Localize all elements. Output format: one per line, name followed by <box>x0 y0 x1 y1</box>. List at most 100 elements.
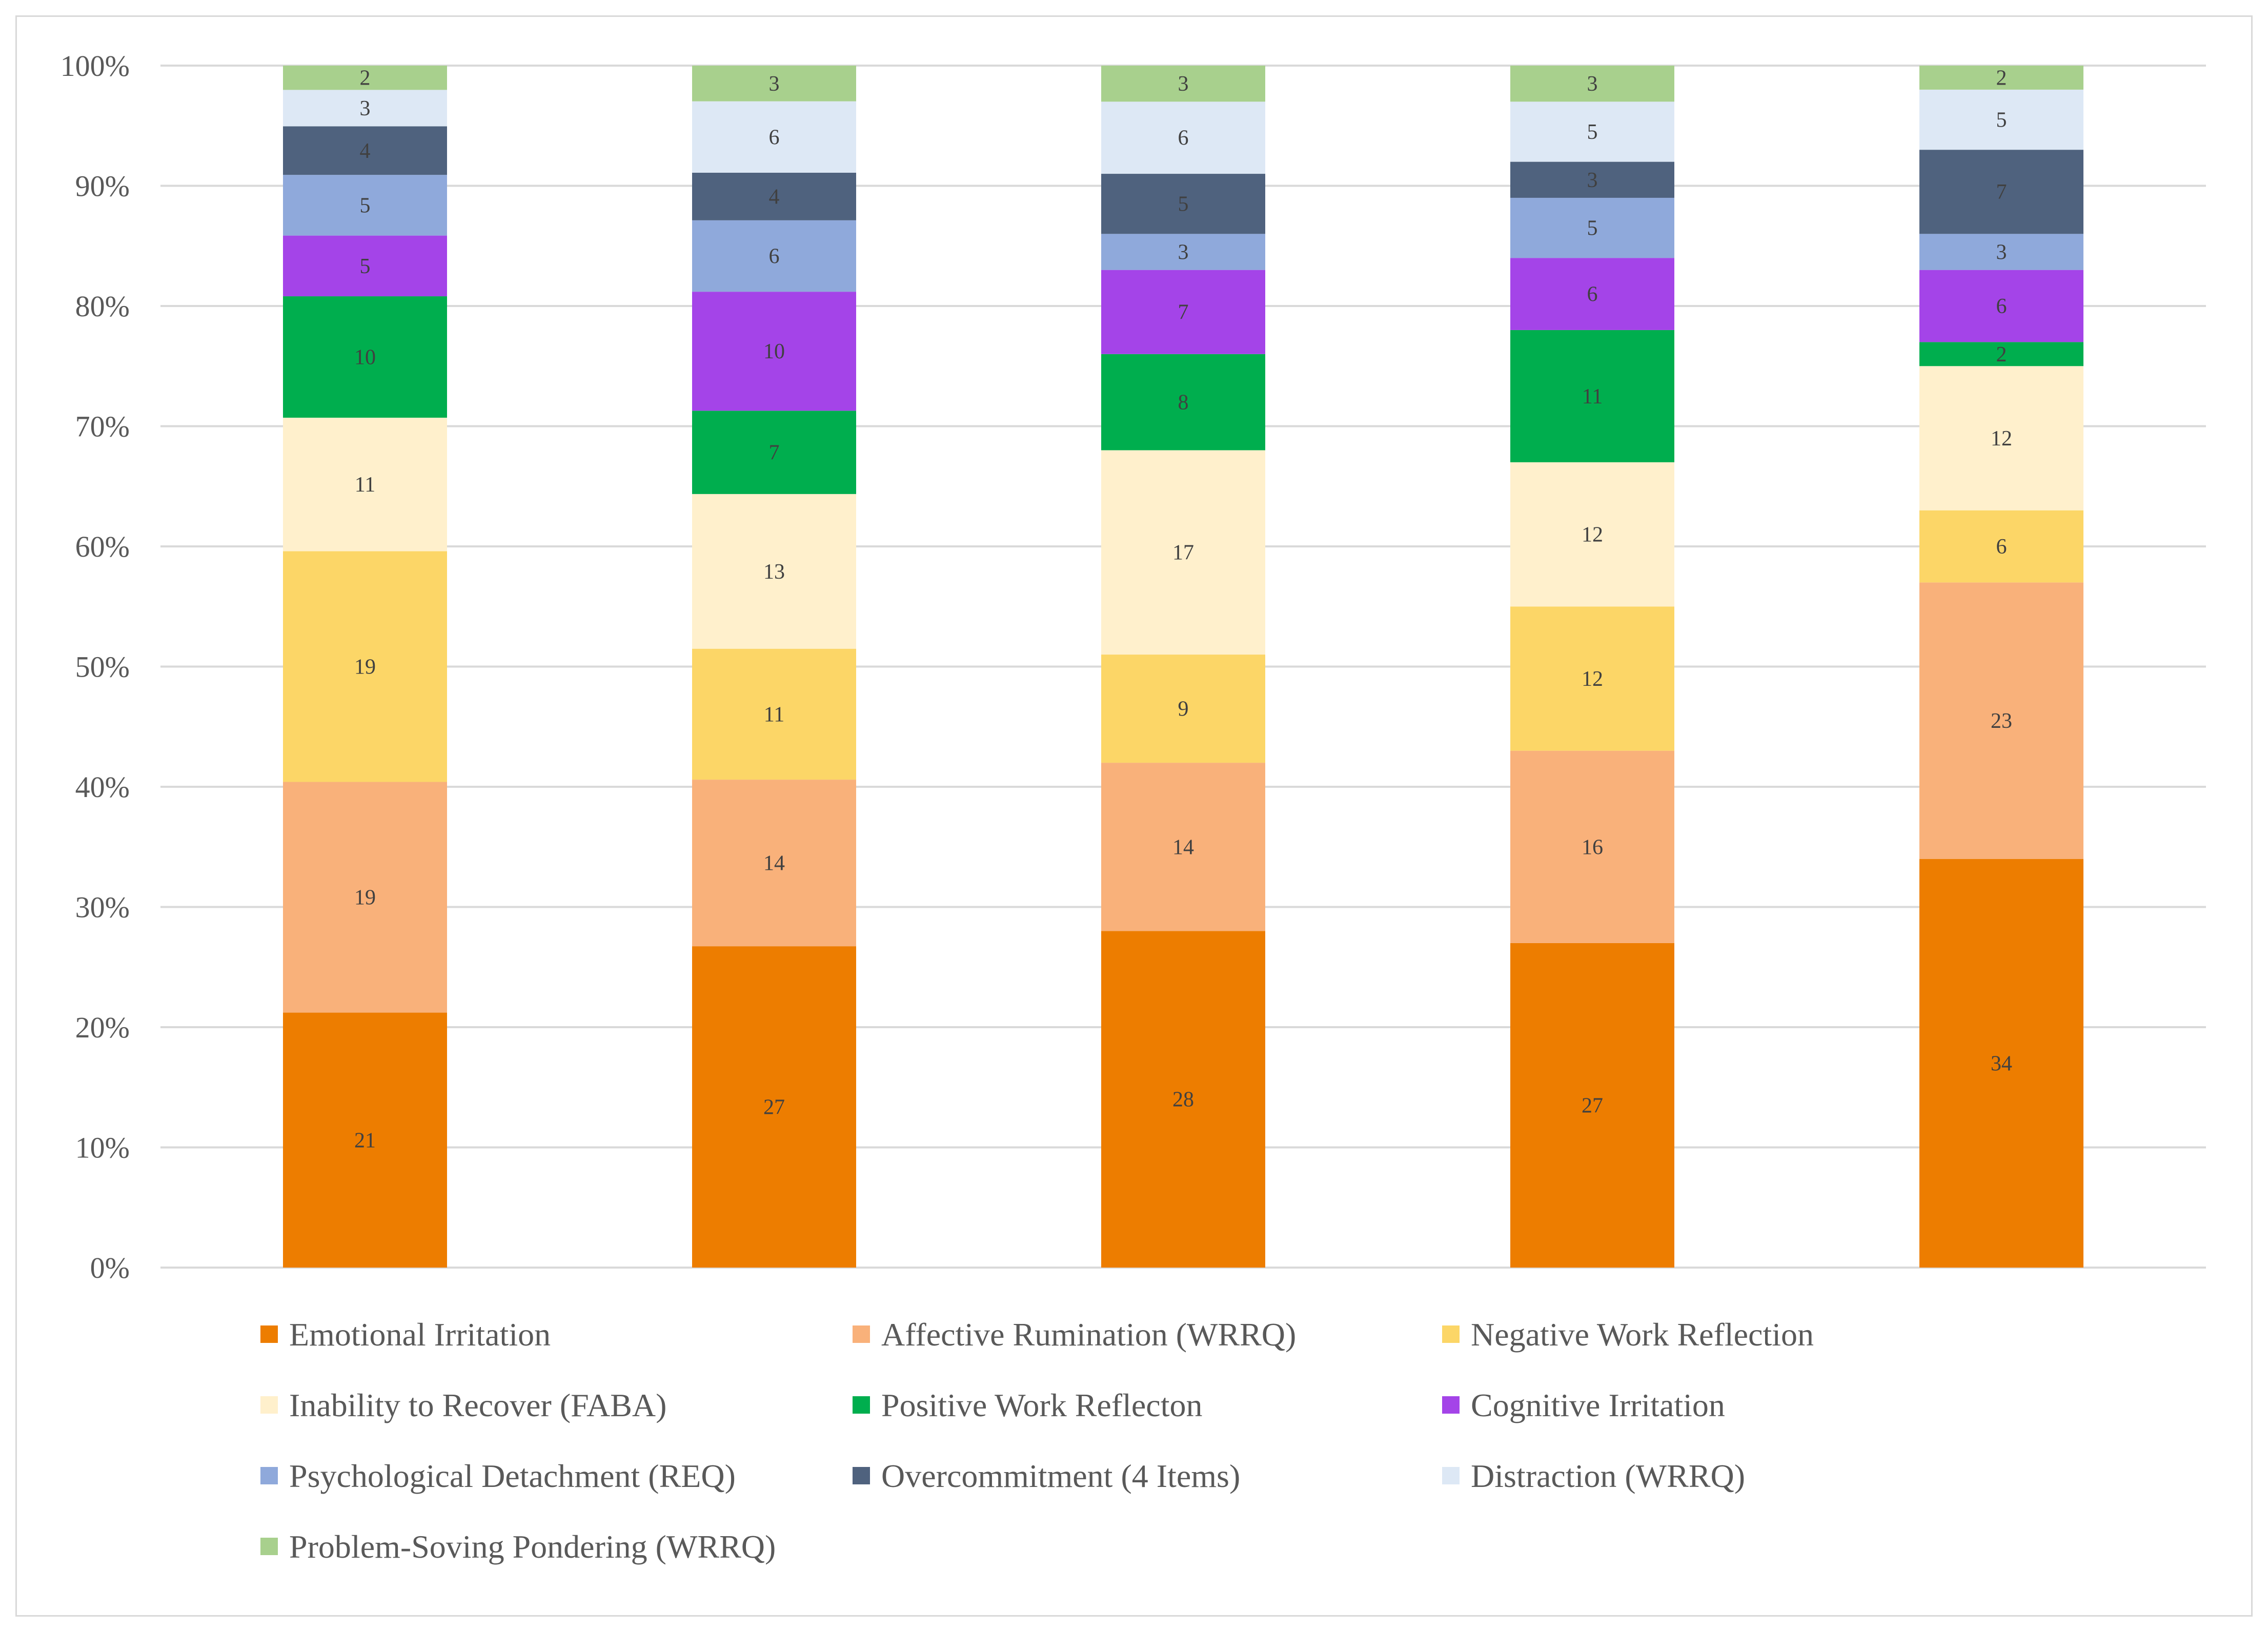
data-label: 14 <box>763 852 785 875</box>
data-labels: 2119191110554322714111371064632814917873… <box>354 66 2012 1152</box>
data-label: 5 <box>1996 109 2007 132</box>
legend-item: Positive Work Reflecton <box>853 1387 1202 1423</box>
data-label: 8 <box>1178 391 1189 415</box>
legend-item: Overcommitment (4 Items) <box>853 1458 1240 1494</box>
legend-swatch <box>853 1325 870 1343</box>
legend-label: Problem-Soving Pondering (WRRQ) <box>289 1528 776 1565</box>
bar-segment <box>692 172 856 220</box>
bar-segment <box>283 90 447 127</box>
bar-segment <box>1919 66 2083 90</box>
data-label: 6 <box>1587 283 1598 307</box>
bar-segment <box>1919 150 2083 234</box>
data-label: 28 <box>1172 1088 1194 1112</box>
data-label: 7 <box>1178 301 1189 324</box>
bar-segment <box>1510 258 1674 330</box>
legend: Emotional Irritation Affective Rumination… <box>260 1316 1814 1565</box>
legend-label: Affective Rumination (WRRQ) <box>881 1316 1296 1353</box>
bar-segment <box>1510 197 1674 258</box>
y-tick-label: 50% <box>75 650 130 684</box>
bar-segment <box>1101 655 1265 763</box>
data-label: 3 <box>1178 72 1189 96</box>
bar-segment <box>692 411 856 494</box>
data-label: 3 <box>1587 72 1598 96</box>
data-label: 11 <box>764 703 784 726</box>
legend-item: Emotional Irritation <box>260 1316 551 1353</box>
data-label: 7 <box>1996 180 2007 204</box>
legend-label: Negative Work Reflection <box>1471 1316 1814 1353</box>
data-label: 3 <box>1178 240 1189 264</box>
data-label: 6 <box>1996 535 2007 559</box>
bar-segment <box>1101 174 1265 234</box>
data-label: 2 <box>360 67 371 90</box>
data-label: 6 <box>769 126 780 149</box>
bar-segment <box>692 946 856 1268</box>
legend-swatch <box>260 1467 278 1484</box>
data-label: 34 <box>1991 1052 2012 1075</box>
bar-segment <box>692 292 856 411</box>
bar-segment <box>692 648 856 780</box>
legend-swatch <box>853 1396 870 1414</box>
data-label: 9 <box>1178 698 1189 721</box>
data-label: 19 <box>354 656 376 679</box>
data-label: 6 <box>1178 127 1189 150</box>
bar-segment <box>1510 161 1674 198</box>
bar-segment <box>283 66 447 90</box>
data-label: 13 <box>763 560 785 584</box>
data-label: 27 <box>1582 1094 1603 1117</box>
bars <box>283 66 2083 1268</box>
bar-segment <box>1510 462 1674 607</box>
data-label: 3 <box>1587 169 1598 192</box>
bar-segment <box>692 66 856 101</box>
chart-frame: 0% 10% 20% 30% 40% 50% 60% 70% 80% 90% 100% 21 19 19… <box>15 15 2253 1617</box>
data-label: 12 <box>1582 523 1603 547</box>
legend-item: Cognitive Irritation <box>1442 1387 1725 1423</box>
legend-label: Cognitive Irritation <box>1471 1387 1725 1423</box>
data-label: 4 <box>769 185 780 209</box>
legend-label: Inability to Recover (FABA) <box>289 1387 666 1423</box>
bar-segment <box>692 780 856 947</box>
y-tick-label: 40% <box>75 770 130 804</box>
bar-segment <box>1101 354 1265 451</box>
data-label: 6 <box>769 244 780 268</box>
data-label: 5 <box>360 255 371 278</box>
y-axis-tick-labels: 0% 10% 20% 30% 40% 50% 60% 70% 80% 90% 100% <box>60 49 130 1284</box>
bar-segment <box>283 417 447 552</box>
data-label: 4 <box>360 139 371 163</box>
bar-segment <box>1101 234 1265 270</box>
data-label: 16 <box>1582 835 1603 859</box>
legend-swatch <box>260 1538 278 1555</box>
legend-swatch <box>853 1467 870 1484</box>
legend-item: Distraction (WRRQ) <box>1442 1458 1745 1494</box>
bar-segment <box>1510 330 1674 462</box>
data-label: 3 <box>1996 240 2007 264</box>
legend-item: Affective Rumination (WRRQ) <box>853 1316 1296 1353</box>
legend-swatch <box>260 1396 278 1414</box>
bar-segment <box>692 494 856 649</box>
legend-swatch <box>1442 1396 1460 1414</box>
legend-label: Positive Work Reflecton <box>881 1387 1202 1423</box>
bar-segment <box>1919 582 2083 859</box>
legend-item: Negative Work Reflection <box>1442 1316 1814 1353</box>
bar-segment <box>283 235 447 297</box>
bar-segment <box>1510 66 1674 102</box>
bar-segment <box>1101 931 1265 1268</box>
data-label: 23 <box>1991 709 2012 733</box>
bar-segment <box>1919 270 2083 342</box>
data-label: 7 <box>769 441 780 465</box>
bar-segment <box>1919 234 2083 270</box>
data-label: 14 <box>1172 835 1194 859</box>
y-tick-label: 30% <box>75 891 130 924</box>
bar-segment <box>1101 101 1265 174</box>
bar-segment <box>1919 89 2083 150</box>
legend-swatch <box>260 1325 278 1343</box>
data-label: 5 <box>1178 193 1189 216</box>
data-label: 6 <box>1996 295 2007 318</box>
bar-segment <box>692 101 856 173</box>
bar-segment <box>283 782 447 1013</box>
data-label: 12 <box>1991 427 2012 451</box>
y-tick-label: 100% <box>60 49 130 83</box>
data-label: 3 <box>360 97 371 120</box>
legend-swatch <box>1442 1467 1460 1484</box>
stacked-bar-chart: 0%10%20%30%40%50%60%70%80%90%100% 211919… <box>60 49 2206 1565</box>
y-tick-label: 10% <box>75 1131 130 1165</box>
